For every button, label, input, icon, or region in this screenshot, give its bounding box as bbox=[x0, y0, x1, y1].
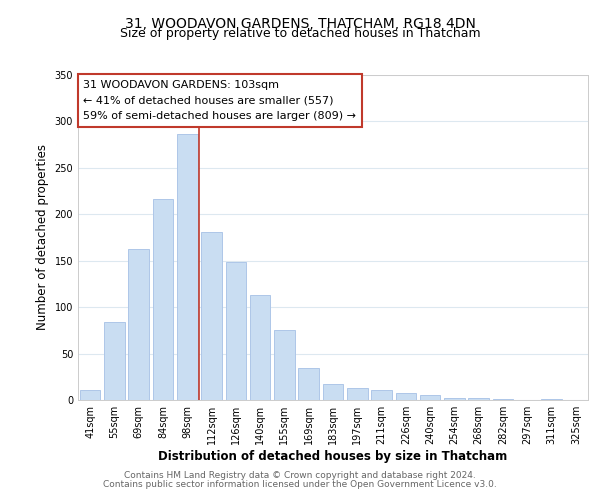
Bar bbox=[371, 390, 392, 400]
Bar bbox=[80, 390, 100, 400]
Bar bbox=[128, 248, 149, 400]
Bar bbox=[274, 330, 295, 400]
Bar bbox=[323, 384, 343, 400]
Bar bbox=[250, 295, 271, 400]
Y-axis label: Number of detached properties: Number of detached properties bbox=[36, 144, 49, 330]
Bar bbox=[493, 399, 514, 400]
Bar bbox=[152, 200, 173, 400]
Bar bbox=[298, 368, 319, 400]
Bar bbox=[347, 388, 368, 400]
Text: Contains HM Land Registry data © Crown copyright and database right 2024.: Contains HM Land Registry data © Crown c… bbox=[124, 471, 476, 480]
Text: 31 WOODAVON GARDENS: 103sqm
← 41% of detached houses are smaller (557)
59% of se: 31 WOODAVON GARDENS: 103sqm ← 41% of det… bbox=[83, 80, 356, 121]
Bar bbox=[226, 262, 246, 400]
Bar bbox=[541, 399, 562, 400]
Bar bbox=[420, 396, 440, 400]
Bar bbox=[469, 398, 489, 400]
Bar bbox=[444, 398, 465, 400]
Bar bbox=[395, 392, 416, 400]
Bar bbox=[201, 232, 222, 400]
X-axis label: Distribution of detached houses by size in Thatcham: Distribution of detached houses by size … bbox=[158, 450, 508, 463]
Bar bbox=[104, 322, 125, 400]
Text: Size of property relative to detached houses in Thatcham: Size of property relative to detached ho… bbox=[119, 28, 481, 40]
Text: Contains public sector information licensed under the Open Government Licence v3: Contains public sector information licen… bbox=[103, 480, 497, 489]
Text: 31, WOODAVON GARDENS, THATCHAM, RG18 4DN: 31, WOODAVON GARDENS, THATCHAM, RG18 4DN bbox=[125, 18, 475, 32]
Bar bbox=[177, 134, 197, 400]
